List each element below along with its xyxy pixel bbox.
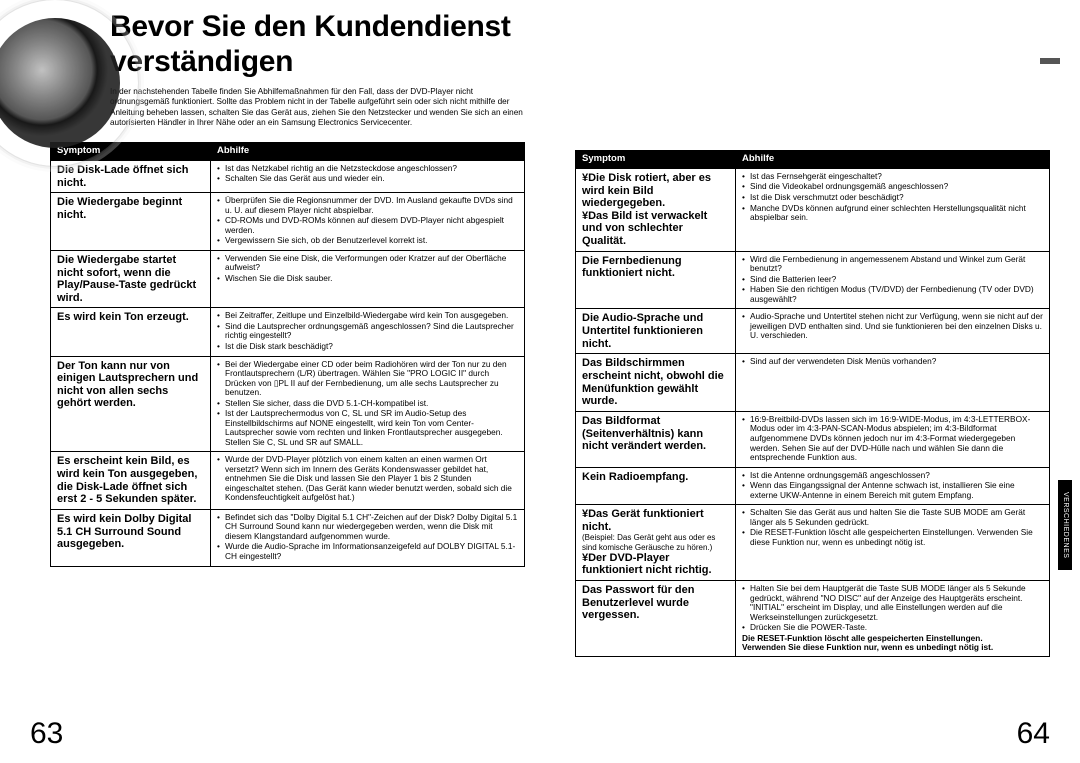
symptom-cell: Es wird kein Dolby Digital 5.1 CH Surrou… [51,509,211,566]
table-row: ¥Die Disk rotiert, aber es wird kein Bil… [576,168,1050,251]
dash-mark [1040,58,1060,64]
remedy-note: Die RESET-Funktion löscht alle gespeiche… [742,634,1043,653]
remedy-item: Vergewissern Sie sich, ob der Benutzerle… [217,236,518,246]
symptom-cell: Die Fernbedienung funktioniert nicht. [576,251,736,309]
remedy-item: Wischen Sie die Disk sauber. [217,274,518,284]
remedy-item: Ist der Lautsprechermodus von C, SL und … [217,409,518,447]
remedy-cell: Wird die Fernbedienung in angemessenem A… [736,251,1050,309]
remedy-item: Ist das Netzkabel richtig an die Netzste… [217,164,518,174]
page-spread: Bevor Sie den Kundendienst verständigen … [0,0,1080,763]
page-number-right: 64 [1017,717,1050,752]
remedy-item: Drücken Sie die POWER-Taste. [742,623,1043,633]
remedy-item: Schalten Sie das Gerät aus und wieder ei… [217,174,518,184]
remedy-cell: Halten Sie bei dem Hauptgerät die Taste … [736,581,1050,657]
intro-text: In der nachstehenden Tabelle finden Sie … [110,87,525,128]
remedy-cell: Überprüfen Sie die Regionsnummer der DVD… [211,193,525,251]
section-tab: VERSCHIEDENES [1058,480,1072,570]
remedy-item: Überprüfen Sie die Regionsnummer der DVD… [217,196,518,215]
remedy-item: Ist die Antenne ordnungsgemäß angeschlos… [742,471,1043,481]
remedy-item: Ist die Disk stark beschädigt? [217,342,518,352]
remedy-item: Befindet sich das "Dolby Digital 5.1 CH"… [217,513,518,542]
symptom-cell: Die Wiedergabe startet nicht sofort, wen… [51,250,211,308]
table-row: Die Disk-Lade öffnet sich nicht. Ist das … [51,160,525,192]
remedy-cell: Schalten Sie das Gerät aus und halten Si… [736,505,1050,581]
page-number-left: 63 [30,717,63,752]
troubleshoot-table-right: Symptom Abhilfe ¥Die Disk rotiert, aber … [575,150,1050,657]
symptom-cell: Das Bildformat (Seitenverhältnis) kann n… [576,411,736,467]
table-row: Kein Radioempfang. Ist die Antenne ordnun… [576,467,1050,505]
symptom-cell: Der Ton kann nur von einigen Lautspreche… [51,356,211,452]
remedy-cell: Bei der Wiedergabe einer CD oder beim Ra… [211,356,525,452]
table-row: Die Wiedergabe startet nicht sofort, wen… [51,250,525,308]
remedy-cell: Audio-Sprache und Untertitel stehen nich… [736,309,1050,354]
header-remedy-r: Abhilfe [736,151,1050,169]
header-symptom-r: Symptom [576,151,736,169]
remedy-item: 16:9-Breitbild-DVDs lassen sich im 16:9-… [742,415,1043,463]
remedy-item: Audio-Sprache und Untertitel stehen nich… [742,312,1043,341]
remedy-item: Haben Sie den richtigen Modus (TV/DVD) d… [742,285,1043,304]
page-left: Bevor Sie den Kundendienst verständigen … [0,0,555,763]
remedy-cell: Befindet sich das "Dolby Digital 5.1 CH"… [211,509,525,566]
symptom-cell: Kein Radioempfang. [576,467,736,505]
remedy-cell: Sind auf der verwendeten Disk Menüs vorh… [736,354,1050,412]
remedy-item: Wird die Fernbedienung in angemessenem A… [742,255,1043,274]
table-row: Es erscheint kein Bild, es wird kein Ton… [51,452,525,510]
symptom-cell: Das Passwort für den Benutzerlevel wurde… [576,581,736,657]
remedy-item: Sind die Lautsprecher ordnungsgemäß ange… [217,322,518,341]
table-row: Die Fernbedienung funktioniert nicht. Wir… [576,251,1050,309]
troubleshoot-table-left: Symptom Abhilfe Die Disk-Lade öffnet sic… [50,142,525,567]
remedy-item: Stellen Sie sicher, dass die DVD 5.1-CH-… [217,399,518,409]
table-row: Die Audio-Sprache und Untertitel funktio… [576,309,1050,354]
table-row: Das Bildformat (Seitenverhältnis) kann n… [576,411,1050,467]
remedy-item: Bei Zeitraffer, Zeitlupe und Einzelbild-… [217,311,518,321]
remedy-item: Verwenden Sie eine Disk, die Verformunge… [217,254,518,273]
header-remedy: Abhilfe [211,143,525,161]
table-row: Das Passwort für den Benutzerlevel wurde… [576,581,1050,657]
remedy-item: Halten Sie bei dem Hauptgerät die Taste … [742,584,1043,622]
table-row: Es wird kein Dolby Digital 5.1 CH Surrou… [51,509,525,566]
remedy-item: Sind die Batterien leer? [742,275,1043,285]
remedy-cell: Verwenden Sie eine Disk, die Verformunge… [211,250,525,308]
symptom-cell: Die Disk-Lade öffnet sich nicht. [51,160,211,192]
remedy-item: Die RESET-Funktion löscht alle gespeiche… [742,528,1043,547]
table-row: Das Bildschirmmen erscheint nicht, obwoh… [576,354,1050,412]
symptom-cell: Es erscheint kein Bild, es wird kein Ton… [51,452,211,510]
remedy-item: Wurde die Audio-Sprache im Informationsa… [217,542,518,561]
page-title: Bevor Sie den Kundendienst verständigen [110,10,525,79]
remedy-item: Wenn das Eingangssignal der Antenne schw… [742,481,1043,500]
remedy-cell: Ist das Fernsehgerät eingeschaltet?Sind … [736,168,1050,251]
remedy-cell: Bei Zeitraffer, Zeitlupe und Einzelbild-… [211,308,525,356]
remedy-cell: Ist das Netzkabel richtig an die Netzste… [211,160,525,192]
symptom-cell: Die Wiedergabe beginnt nicht. [51,193,211,251]
table-row: Es wird kein Ton erzeugt. Bei Zeitraffer,… [51,308,525,356]
remedy-item: Ist das Fernsehgerät eingeschaltet? [742,172,1043,182]
remedy-item: Ist die Disk verschmutzt oder beschädigt… [742,193,1043,203]
symptom-cell: Es wird kein Ton erzeugt. [51,308,211,356]
remedy-item: Schalten Sie das Gerät aus und halten Si… [742,508,1043,527]
symptom-cell: ¥Das Gerät funktioniert nicht.(Beispiel:… [576,505,736,581]
remedy-cell: Wurde der DVD-Player plötzlich von einem… [211,452,525,510]
symptom-cell: Das Bildschirmmen erscheint nicht, obwoh… [576,354,736,412]
speaker-graphic [0,18,120,148]
remedy-item: CD-ROMs und DVD-ROMs können auf diesem D… [217,216,518,235]
symptom-cell: ¥Die Disk rotiert, aber es wird kein Bil… [576,168,736,251]
page-right: Symptom Abhilfe ¥Die Disk rotiert, aber … [555,0,1080,763]
table-row: Der Ton kann nur von einigen Lautspreche… [51,356,525,452]
remedy-cell: 16:9-Breitbild-DVDs lassen sich im 16:9-… [736,411,1050,467]
remedy-cell: Ist die Antenne ordnungsgemäß angeschlos… [736,467,1050,505]
remedy-item: Wurde der DVD-Player plötzlich von einem… [217,455,518,503]
symptom-cell: Die Audio-Sprache und Untertitel funktio… [576,309,736,354]
remedy-item: Sind die Videokabel ordnungsgemäß angesc… [742,182,1043,192]
table-row: ¥Das Gerät funktioniert nicht.(Beispiel:… [576,505,1050,581]
remedy-item: Bei der Wiedergabe einer CD oder beim Ra… [217,360,518,398]
remedy-item: Sind auf der verwendeten Disk Menüs vorh… [742,357,1043,367]
remedy-item: Manche DVDs können aufgrund einer schlec… [742,204,1043,223]
table-row: Die Wiedergabe beginnt nicht. Überprüfen … [51,193,525,251]
